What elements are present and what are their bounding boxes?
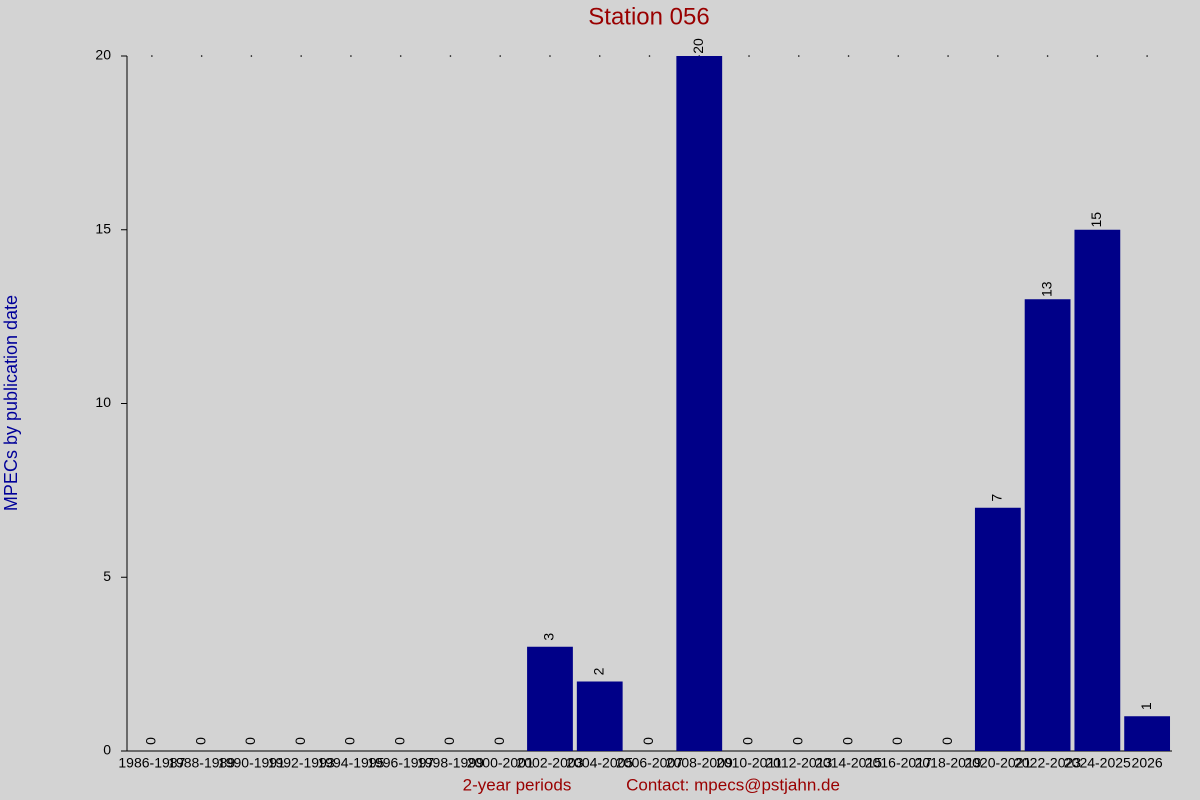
value-label: 0 bbox=[143, 737, 159, 745]
value-label: 0 bbox=[839, 737, 855, 745]
x-tick-label: 1994-1995 bbox=[317, 755, 384, 771]
y-tick-label: 10 bbox=[95, 394, 111, 410]
x-tick-label: 2014-2015 bbox=[815, 755, 882, 771]
value-label: 0 bbox=[789, 737, 805, 745]
x-tick-label: 2002-2003 bbox=[516, 755, 583, 771]
top-dot bbox=[1146, 55, 1148, 57]
y-tick-label: 20 bbox=[95, 47, 111, 63]
y-axis-label: MPECs by publication date bbox=[1, 295, 21, 511]
top-dot bbox=[997, 55, 999, 57]
value-label: 0 bbox=[292, 737, 308, 745]
value-label: 0 bbox=[640, 737, 656, 745]
x-tick-label: 2018-2019 bbox=[915, 755, 982, 771]
contact: Contact: mpecs@pstjahn.de bbox=[626, 775, 840, 794]
x-tick-label: 2010-2011 bbox=[716, 755, 782, 771]
x-tick-label: 2004-2005 bbox=[566, 755, 633, 771]
x-tick-label: 2016-2017 bbox=[865, 755, 932, 771]
value-label: 0 bbox=[441, 737, 457, 745]
bar bbox=[974, 507, 1021, 751]
value-label: 0 bbox=[740, 737, 756, 745]
x-tick-label: 2026 bbox=[1132, 755, 1163, 771]
y-tick-label: 5 bbox=[103, 568, 111, 584]
top-dot bbox=[350, 55, 352, 57]
bar bbox=[527, 646, 573, 751]
top-dot bbox=[648, 55, 651, 57]
value-label: 0 bbox=[491, 737, 507, 745]
value-label: 2 bbox=[590, 667, 606, 675]
x-tick-label: 2020-2021 bbox=[964, 755, 1031, 771]
x-axis-label: 2-year periods bbox=[463, 775, 572, 794]
x-tick-label: 1996-1997 bbox=[367, 755, 434, 771]
top-dot bbox=[897, 55, 900, 57]
value-label: 15 bbox=[1088, 212, 1104, 228]
x-tick-label: 1998-1999 bbox=[417, 755, 484, 771]
x-tick-label: 2012-2013 bbox=[765, 755, 832, 771]
top-dot bbox=[399, 55, 402, 57]
value-label: 7 bbox=[989, 494, 1005, 502]
top-dot bbox=[1096, 55, 1099, 57]
top-dot bbox=[449, 55, 452, 57]
top-dot bbox=[200, 55, 203, 57]
x-tick-label: 2000-2001 bbox=[467, 755, 534, 771]
top-dot bbox=[499, 55, 502, 57]
value-label: 0 bbox=[889, 737, 905, 745]
chart-title: Station 056 bbox=[588, 3, 709, 30]
value-label: 20 bbox=[690, 38, 706, 54]
bar bbox=[1024, 299, 1071, 751]
top-dot bbox=[300, 55, 302, 57]
value-label: 0 bbox=[242, 737, 258, 745]
top-dot bbox=[847, 55, 850, 57]
top-dot bbox=[549, 55, 551, 57]
value-label: 0 bbox=[342, 737, 358, 745]
bar bbox=[1074, 229, 1121, 751]
value-label: 1 bbox=[1138, 702, 1154, 710]
x-tick-label: 1990-1991 bbox=[218, 755, 285, 771]
y-tick-label: 15 bbox=[95, 220, 111, 236]
top-dot bbox=[947, 55, 949, 57]
top-dot bbox=[748, 55, 750, 57]
x-tick-label: 2024-2025 bbox=[1064, 755, 1131, 771]
x-tick-label: 1986-1987 bbox=[118, 755, 185, 771]
x-tick-label: 1992-1993 bbox=[268, 755, 335, 771]
top-dot bbox=[598, 55, 601, 57]
value-label: 0 bbox=[391, 737, 407, 745]
x-tick-label: 2008-2009 bbox=[666, 755, 733, 771]
value-label: 0 bbox=[192, 737, 208, 745]
x-tick-label: 2006-2007 bbox=[616, 755, 683, 771]
value-label: 3 bbox=[541, 633, 557, 641]
top-dot bbox=[250, 55, 253, 57]
bar bbox=[676, 56, 723, 751]
value-label: 0 bbox=[939, 737, 955, 745]
y-tick-label: 0 bbox=[103, 742, 111, 758]
x-tick-label: 2022-2023 bbox=[1014, 755, 1081, 771]
top-dot bbox=[797, 55, 800, 57]
x-tick-label: 1988-1989 bbox=[168, 755, 235, 771]
bar bbox=[1124, 716, 1171, 751]
top-dot bbox=[1046, 55, 1049, 57]
bar bbox=[576, 681, 623, 751]
top-dot bbox=[151, 55, 153, 57]
value-label: 13 bbox=[1038, 281, 1054, 297]
